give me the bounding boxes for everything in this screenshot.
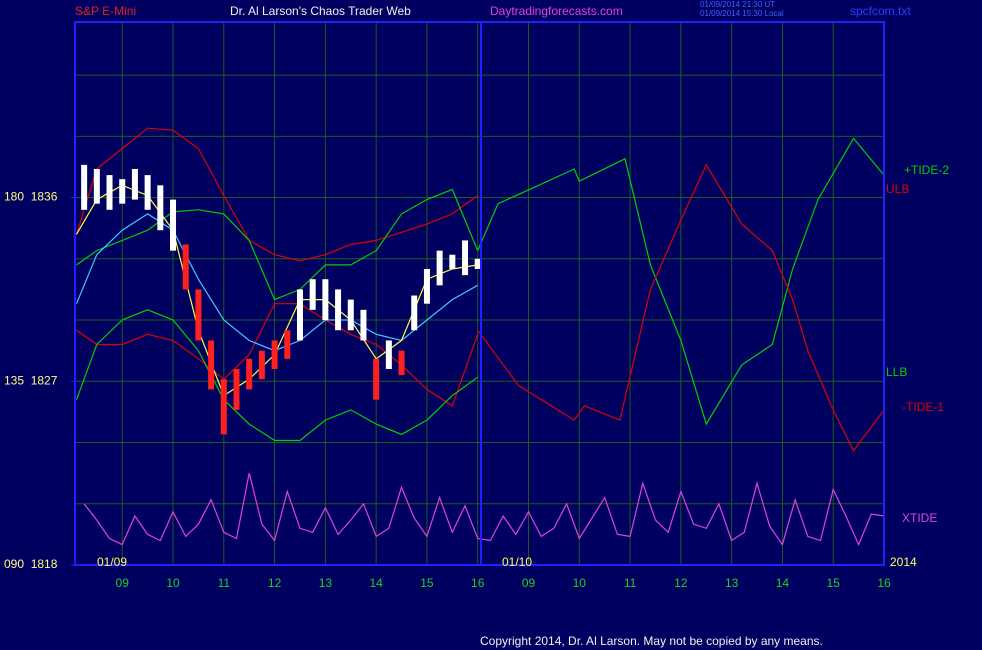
price-bar [322,279,329,321]
date-label: 2014 [890,555,917,569]
price-bar [220,379,227,435]
x-tick-label: 11 [624,576,637,590]
price-bar [106,175,113,210]
x-tick-label: 15 [827,576,841,590]
x-tick-label: 15 [420,576,434,590]
price-bar [335,289,342,331]
y-tick-label: 180 1836 [4,190,58,204]
timestamp: 01/09/2014 21:30 UT [700,0,775,9]
y-tick-label: 135 1827 [4,373,58,387]
grid [75,22,885,565]
price-bar [93,168,100,204]
x-tick-label: 14 [369,576,383,590]
x-tick-label: 12 [674,576,688,590]
series-label: ULB [886,182,909,196]
price-bar [119,179,126,204]
price-bar [81,164,88,210]
price-bar [296,289,303,341]
plot-area [75,127,885,547]
file-name: spcfcom.txt [850,4,911,18]
price-bar [170,199,177,251]
series-label: -TIDE-1 [902,400,944,414]
x-tick-label: 16 [877,576,891,590]
series-line [76,303,479,407]
series-label: XTIDE [902,511,937,525]
series-label: LLB [886,365,907,379]
price-bar [360,309,367,341]
price-bar [233,369,240,410]
x-tick-label: 11 [218,576,231,590]
site: Daytradingforecasts.com [490,4,623,18]
date-label: 01/09 [97,555,127,569]
price-bar [373,358,380,400]
price-bar [309,279,316,310]
price-bar [284,330,291,359]
x-tick-label: 13 [319,576,333,590]
x-tick-label: 10 [573,576,587,590]
price-bar [411,295,418,331]
price-bar [398,350,405,376]
price-bar [246,358,253,390]
series-line [477,137,885,426]
x-tick-label: 16 [471,576,485,590]
price-bar [474,258,481,270]
price-bar [131,168,138,200]
price-bar [462,240,469,276]
price-bar [157,185,164,231]
y-tick-label: 090 1818 [4,557,58,571]
series-line [83,472,885,547]
x-tick-label: 13 [725,576,739,590]
plot-border [74,21,885,566]
x-tick-label: 10 [166,576,180,590]
instrument: S&P E-Mini [75,4,136,18]
series-label: +TIDE-2 [904,163,949,177]
price-bar [271,340,278,370]
timestamp: 01/09/2014 15:30 Local [700,9,784,18]
x-tick-label: 14 [776,576,790,590]
price-bar [385,340,392,370]
price-bar [449,254,456,270]
price-bar [258,350,265,380]
chart-title: Dr. Al Larson's Chaos Trader Web [230,4,411,18]
date-label: 01/10 [502,555,532,569]
series-line [75,309,479,442]
price-bar [423,269,430,304]
x-tick-label: 12 [268,576,282,590]
series-line [75,127,479,262]
copyright: Copyright 2014, Dr. Al Larson. May not b… [480,634,823,648]
price-bar [208,340,215,390]
price-bar [182,244,189,290]
x-tick-label: 09 [116,576,130,590]
price-bar [347,299,354,331]
series-line [76,188,479,301]
series-line [477,163,885,452]
price-bar [195,289,202,341]
price-bar [144,175,151,210]
price-bar [436,250,443,286]
x-tick-label: 09 [522,576,536,590]
